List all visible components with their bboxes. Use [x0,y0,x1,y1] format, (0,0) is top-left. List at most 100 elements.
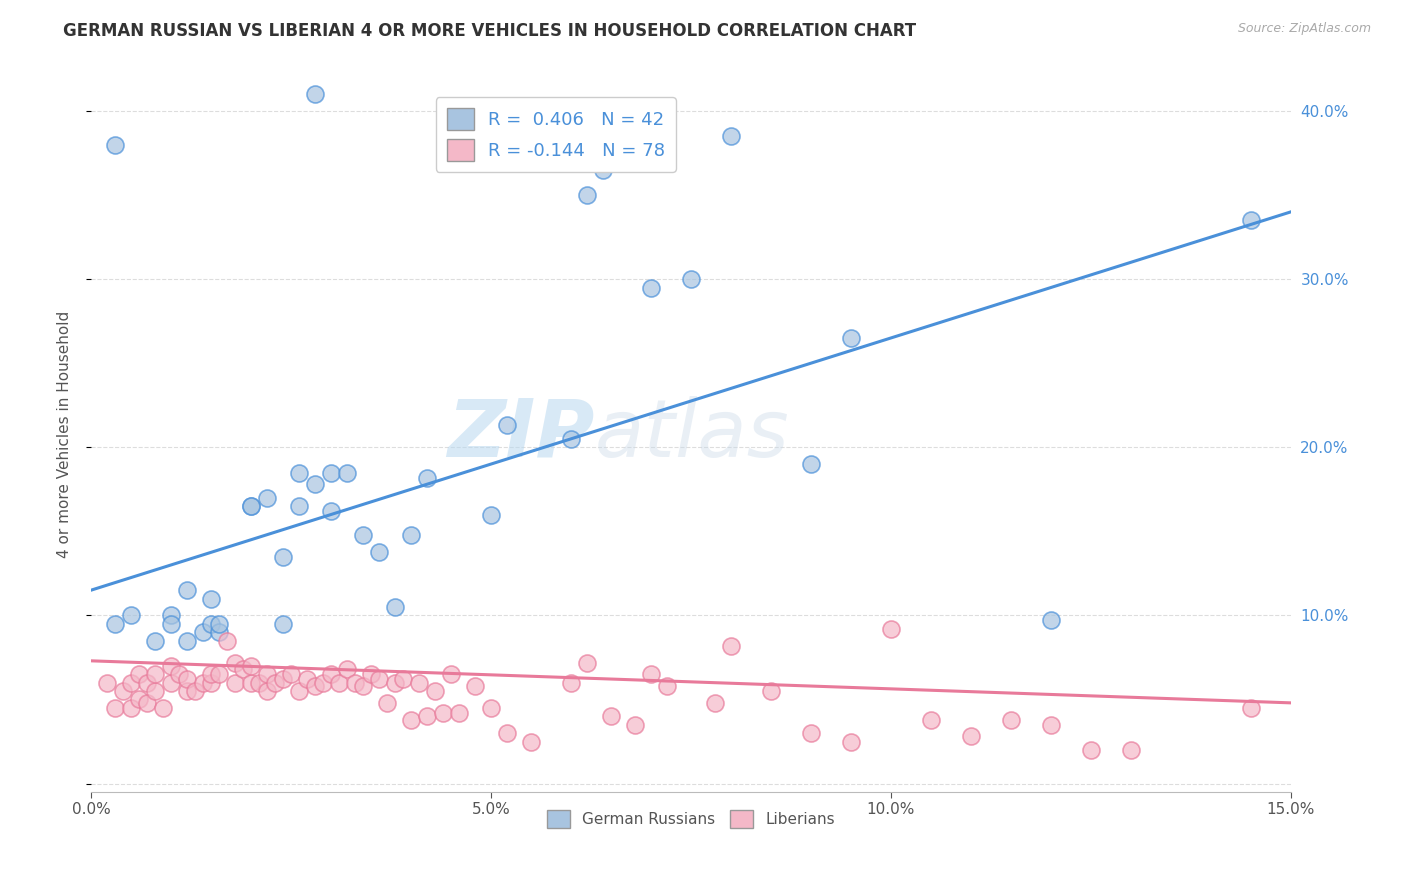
Point [352,527,374,541]
Point [152,701,174,715]
Point [200,675,222,690]
Point [1000,713,1022,727]
Point [759,684,782,698]
Point [399,713,422,727]
Point [247,675,270,690]
Point [575,656,598,670]
Point [375,696,398,710]
Point [464,679,486,693]
Point [599,709,621,723]
Point [280,667,302,681]
Point [360,667,382,681]
Point [256,491,278,505]
Point [224,675,246,690]
Point [623,717,645,731]
Point [215,633,238,648]
Point [560,675,582,690]
Point [1039,614,1062,628]
Point [120,701,142,715]
Point [679,272,702,286]
Point [416,709,439,723]
Point [1239,213,1261,227]
Point [200,591,222,606]
Point [640,280,662,294]
Point [160,675,183,690]
Point [256,667,278,681]
Point [343,675,366,690]
Point [920,713,942,727]
Point [208,625,231,640]
Point [800,457,823,471]
Point [479,508,502,522]
Point [239,658,262,673]
Point [423,684,446,698]
Point [367,544,389,558]
Point [304,87,326,102]
Point [295,673,318,687]
Point [167,667,190,681]
Point [239,499,262,513]
Point [135,675,157,690]
Point [304,477,326,491]
Point [560,432,582,446]
Point [128,667,150,681]
Point [288,466,311,480]
Point [160,608,183,623]
Point [232,662,254,676]
Point [160,658,183,673]
Point [495,726,517,740]
Text: Source: ZipAtlas.com: Source: ZipAtlas.com [1237,22,1371,36]
Point [432,706,454,720]
Point [208,667,231,681]
Point [319,504,342,518]
Point [336,662,359,676]
Point [319,466,342,480]
Point [479,701,502,715]
Y-axis label: 4 or more Vehicles in Household: 4 or more Vehicles in Household [58,311,72,558]
Text: ZIP: ZIP [447,396,595,474]
Point [111,684,134,698]
Point [128,692,150,706]
Point [176,583,198,598]
Point [312,675,335,690]
Point [176,684,198,698]
Point [640,667,662,681]
Point [336,466,359,480]
Point [575,188,598,202]
Point [208,616,231,631]
Point [160,616,183,631]
Point [239,499,262,513]
Legend: German Russians, Liberians: German Russians, Liberians [540,804,841,834]
Point [104,137,127,152]
Point [143,633,166,648]
Point [184,684,207,698]
Point [352,679,374,693]
Point [120,608,142,623]
Point [319,667,342,681]
Point [392,673,415,687]
Point [104,701,127,715]
Point [200,616,222,631]
Point [399,527,422,541]
Point [271,549,294,564]
Point [104,616,127,631]
Point [1080,743,1102,757]
Point [367,673,389,687]
Point [191,625,214,640]
Point [135,696,157,710]
Point [96,675,118,690]
Point [959,730,981,744]
Point [120,675,142,690]
Point [200,667,222,681]
Point [720,639,742,653]
Text: GERMAN RUSSIAN VS LIBERIAN 4 OR MORE VEHICLES IN HOUSEHOLD CORRELATION CHART: GERMAN RUSSIAN VS LIBERIAN 4 OR MORE VEH… [63,22,917,40]
Point [447,706,470,720]
Point [440,667,463,681]
Point [143,667,166,681]
Point [224,656,246,670]
Point [520,734,543,748]
Point [800,726,823,740]
Point [256,684,278,698]
Point [1119,743,1142,757]
Point [384,600,406,615]
